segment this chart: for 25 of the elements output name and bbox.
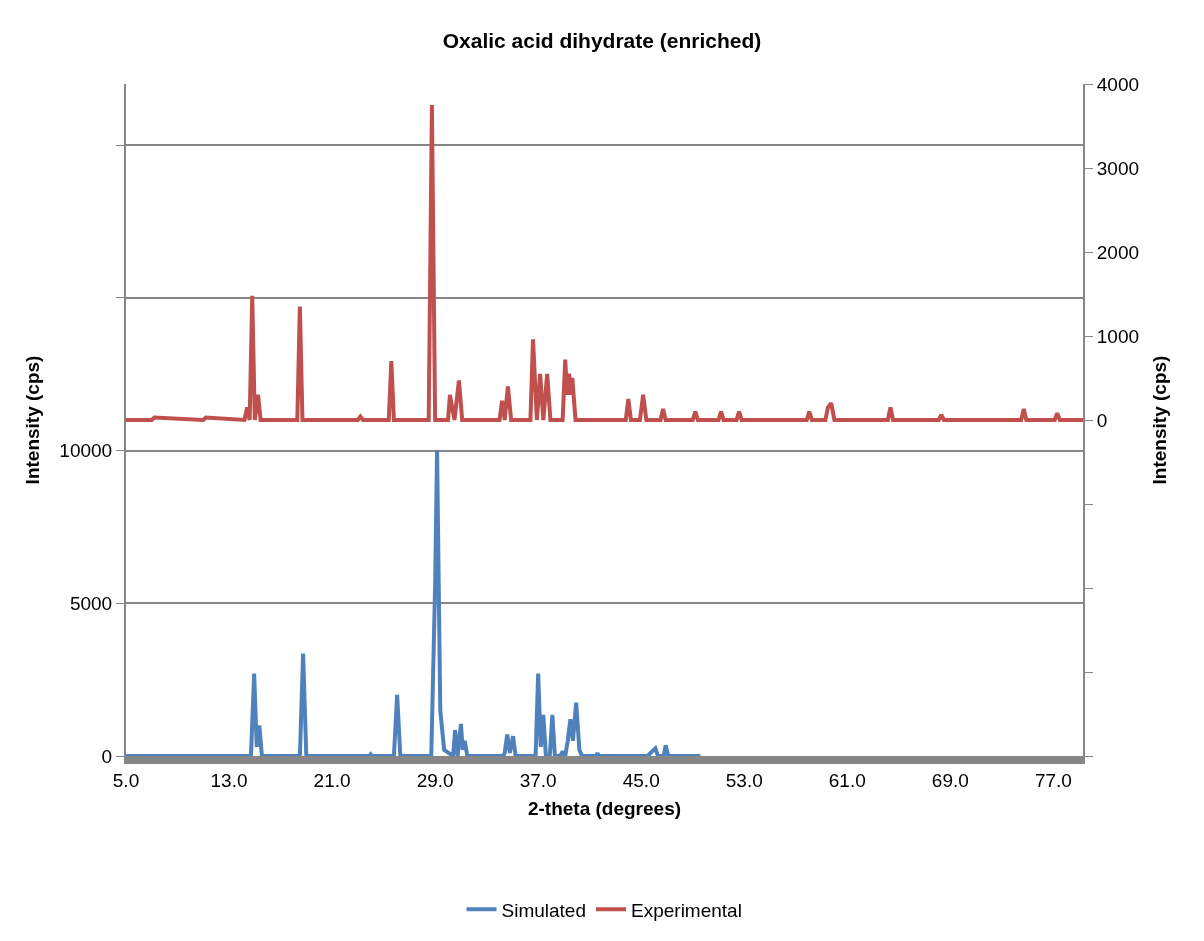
- x-tick-label: 61.0: [828, 769, 866, 791]
- x-tick-label: 37.0: [519, 769, 557, 791]
- line-series: [126, 448, 703, 756]
- x-tick-label: 53.0: [725, 769, 763, 791]
- legend-label: Experimental: [631, 899, 742, 921]
- x-tick-label: 77.0: [1034, 769, 1072, 791]
- x-tick-label: 69.0: [931, 769, 969, 791]
- x-axis-title: 2-theta (degrees): [527, 798, 682, 820]
- x-tick-label: 29.0: [416, 769, 454, 791]
- x-tick-label: 21.0: [313, 769, 351, 791]
- y2-tick-label: 3000: [1096, 157, 1140, 179]
- y2-axis-title: Intensity (cps): [1149, 355, 1171, 485]
- y2-tick-label: 4000: [1096, 73, 1140, 95]
- y2-tick-label: 1000: [1096, 325, 1140, 347]
- y2-tick-label: 2000: [1096, 241, 1140, 263]
- y-tick-label: 5000: [69, 592, 113, 614]
- y-tick-label: 0: [101, 745, 113, 767]
- x-tick-label: 5.0: [112, 769, 140, 791]
- x-tick-label: 13.0: [210, 769, 248, 791]
- legend-label: Simulated: [501, 899, 586, 921]
- y-tick-label: 10000: [59, 440, 113, 462]
- x-tick-label: 45.0: [622, 769, 660, 791]
- y-axis-title: Intensity (cps): [21, 355, 43, 485]
- chart-title: Oxalic acid dihydrate (enriched): [442, 28, 762, 52]
- y2-tick-label: 0: [1096, 409, 1108, 431]
